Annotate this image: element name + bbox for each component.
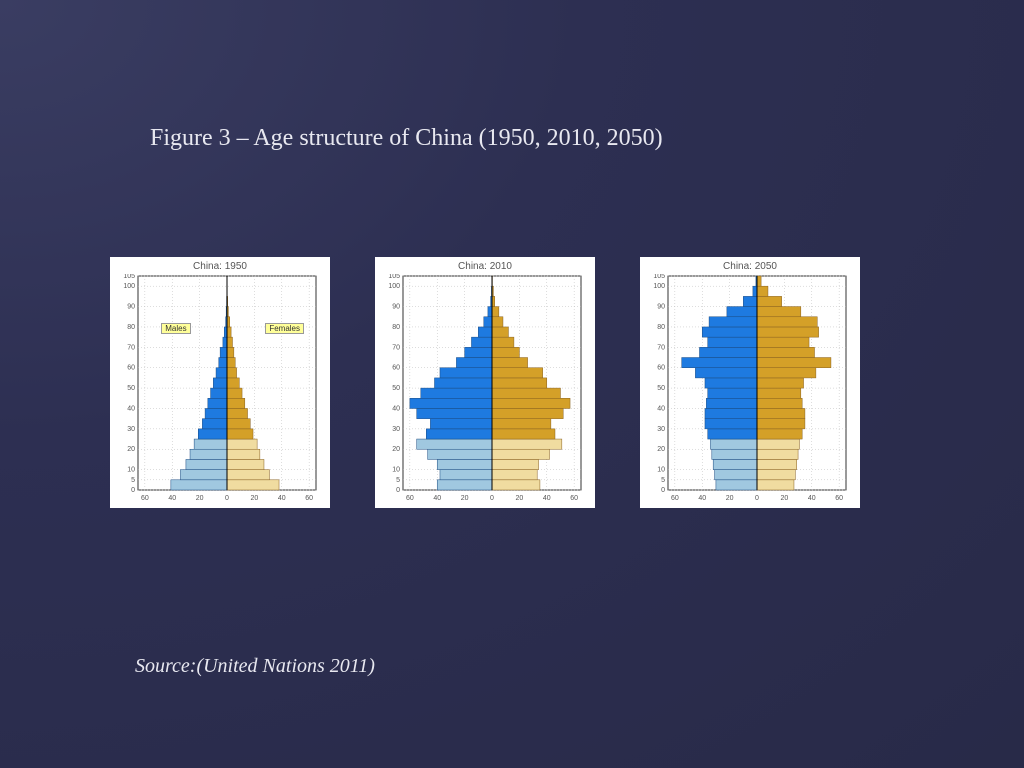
svg-text:0: 0 — [225, 495, 229, 502]
svg-text:0: 0 — [661, 487, 665, 494]
svg-text:60: 60 — [657, 365, 665, 372]
svg-text:100: 100 — [123, 283, 135, 290]
svg-text:5: 5 — [661, 477, 665, 484]
pyramid-panel-title: China: 2050 — [648, 261, 852, 272]
svg-text:30: 30 — [127, 426, 135, 433]
svg-text:70: 70 — [657, 344, 665, 351]
pyramid-charts-row: China: 195060402002040600510203040506070… — [110, 257, 860, 508]
svg-text:60: 60 — [141, 495, 149, 502]
svg-text:70: 70 — [392, 344, 400, 351]
svg-text:50: 50 — [127, 385, 135, 392]
svg-text:20: 20 — [392, 446, 400, 453]
svg-text:20: 20 — [780, 495, 788, 502]
svg-text:20: 20 — [657, 446, 665, 453]
svg-text:80: 80 — [657, 324, 665, 331]
svg-text:40: 40 — [392, 405, 400, 412]
pyramid-panel: China: 2010 60 40 20 0 20 40 60 0 5 10 20 30 40 50 60 70… — [375, 257, 595, 508]
pyramid-panel: China: 1950 60 40 20 0 20 40 60 0 5 10 20 30 40 50 60 70… — [110, 257, 330, 508]
svg-text:40: 40 — [657, 405, 665, 412]
svg-text:105: 105 — [653, 274, 665, 280]
pyramid-panel-title: China: 2010 — [383, 261, 587, 272]
svg-text:20: 20 — [461, 495, 469, 502]
svg-text:0: 0 — [755, 495, 759, 502]
svg-text:50: 50 — [657, 385, 665, 392]
svg-text:40: 40 — [433, 495, 441, 502]
legend-females: Females — [265, 323, 304, 334]
svg-text:90: 90 — [392, 304, 400, 311]
pyramid-panel-title: China: 1950 — [118, 261, 322, 272]
pyramid-plot-area: 60 40 20 0 20 40 60 0 5 10 20 30 40 50 60 70 80 90 100 105 M… — [118, 274, 322, 504]
pyramid-svg: 60 40 20 0 20 40 60 0 5 10 20 30 40 50 60 70 80 90 100 105 — [383, 274, 587, 504]
svg-text:20: 20 — [196, 495, 204, 502]
svg-text:60: 60 — [671, 495, 679, 502]
svg-text:40: 40 — [168, 495, 176, 502]
svg-text:80: 80 — [392, 324, 400, 331]
pyramid-svg: 60 40 20 0 20 40 60 0 5 10 20 30 40 50 60 70 80 90 100 105 — [118, 274, 322, 504]
figure-title: Figure 3 – Age structure of China (1950,… — [150, 125, 663, 152]
svg-text:80: 80 — [127, 324, 135, 331]
svg-text:20: 20 — [515, 495, 523, 502]
pyramid-plot-area: 60 40 20 0 20 40 60 0 5 10 20 30 40 50 60 70 80 90 100 105 — [648, 274, 852, 504]
svg-text:40: 40 — [808, 495, 816, 502]
svg-text:10: 10 — [657, 467, 665, 474]
pyramid-svg: 60 40 20 0 20 40 60 0 5 10 20 30 40 50 60 70 80 90 100 105 — [648, 274, 852, 504]
svg-text:90: 90 — [127, 304, 135, 311]
pyramid-panel: China: 2050 60 40 20 0 20 40 60 0 5 10 20 30 40 50 60 70… — [640, 257, 860, 508]
svg-text:60: 60 — [127, 365, 135, 372]
pyramid-plot-area: 60 40 20 0 20 40 60 0 5 10 20 30 40 50 60 70 80 90 100 105 — [383, 274, 587, 504]
svg-text:100: 100 — [388, 283, 400, 290]
svg-text:10: 10 — [127, 467, 135, 474]
svg-text:0: 0 — [131, 487, 135, 494]
svg-text:60: 60 — [570, 495, 578, 502]
svg-text:90: 90 — [657, 304, 665, 311]
svg-text:20: 20 — [726, 495, 734, 502]
svg-text:20: 20 — [250, 495, 258, 502]
svg-text:40: 40 — [278, 495, 286, 502]
svg-text:5: 5 — [131, 477, 135, 484]
svg-text:100: 100 — [653, 283, 665, 290]
svg-text:60: 60 — [835, 495, 843, 502]
svg-text:0: 0 — [490, 495, 494, 502]
svg-text:5: 5 — [396, 477, 400, 484]
svg-text:50: 50 — [392, 385, 400, 392]
svg-text:105: 105 — [388, 274, 400, 280]
svg-text:30: 30 — [657, 426, 665, 433]
svg-text:60: 60 — [392, 365, 400, 372]
svg-text:0: 0 — [396, 487, 400, 494]
svg-text:40: 40 — [698, 495, 706, 502]
svg-text:105: 105 — [123, 274, 135, 280]
svg-text:60: 60 — [406, 495, 414, 502]
svg-text:20: 20 — [127, 446, 135, 453]
svg-text:10: 10 — [392, 467, 400, 474]
svg-text:40: 40 — [543, 495, 551, 502]
svg-text:40: 40 — [127, 405, 135, 412]
legend-males: Males — [161, 323, 190, 334]
svg-text:70: 70 — [127, 344, 135, 351]
svg-text:60: 60 — [305, 495, 313, 502]
svg-text:30: 30 — [392, 426, 400, 433]
figure-source: Source:(United Nations 2011) — [135, 655, 375, 678]
